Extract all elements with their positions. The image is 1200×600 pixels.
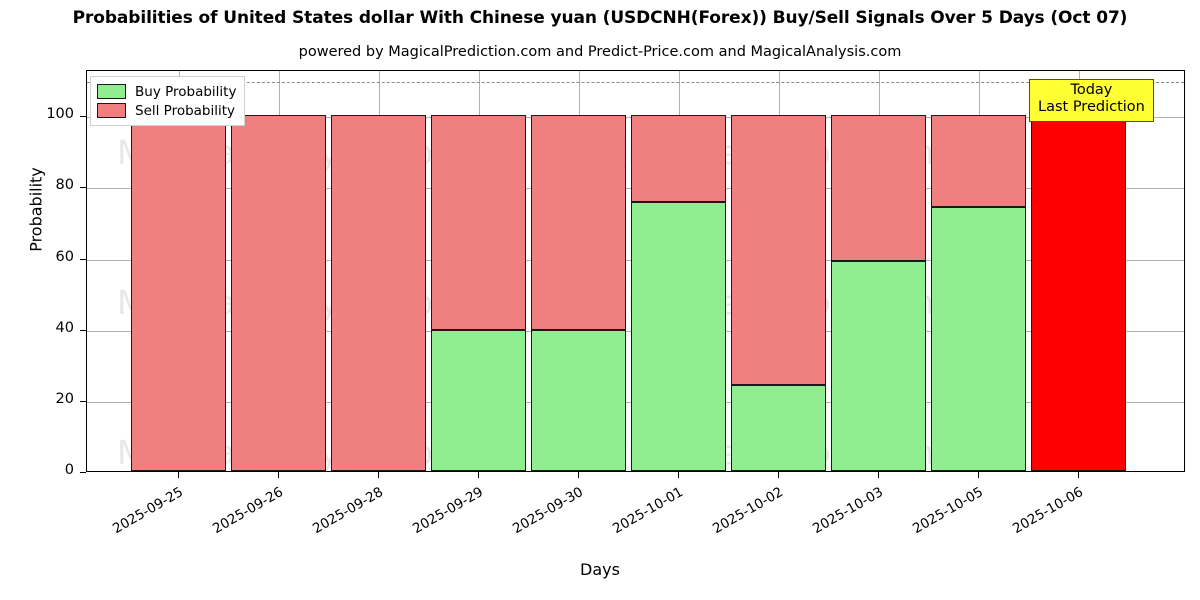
- bar-2025-10-03[interactable]: [831, 71, 926, 471]
- bar-segment-sell[interactable]: [931, 115, 1026, 208]
- bar-segment-buy[interactable]: [431, 330, 526, 471]
- x-tick-label-2025-10-05: 2025-10-05: [909, 484, 986, 538]
- bar-segment-today[interactable]: [1031, 115, 1126, 471]
- x-tick-mark-2025-09-30: [577, 472, 579, 478]
- chart-subtitle: powered by MagicalPrediction.com and Pre…: [298, 44, 902, 60]
- bar-2025-09-28[interactable]: [331, 71, 426, 471]
- y-tick-mark-20: [80, 400, 86, 402]
- y-tick-label-60: 60: [55, 248, 74, 265]
- x-tick-label-2025-10-01: 2025-10-01: [609, 484, 686, 538]
- bar-2025-10-05[interactable]: [931, 71, 1026, 471]
- bar-segment-buy[interactable]: [631, 202, 726, 471]
- x-tick-mark-2025-09-26: [277, 472, 279, 478]
- today-annotation-line1: Today: [1070, 82, 1113, 98]
- bar-segment-sell[interactable]: [831, 115, 926, 262]
- bar-segment-sell[interactable]: [431, 115, 526, 331]
- bar-2025-10-06[interactable]: [1031, 71, 1126, 471]
- legend-label-sell: Sell Probability: [135, 102, 236, 119]
- bar-segment-sell[interactable]: [331, 115, 426, 471]
- legend-swatch-buy-icon: [97, 84, 126, 99]
- bar-segment-buy[interactable]: [531, 330, 626, 471]
- x-axis-label: Days: [580, 560, 620, 579]
- plot-area: MagicalAnalysis.comMagicalPrediction.com…: [86, 70, 1185, 472]
- y-tick-mark-100: [80, 116, 86, 118]
- bar-segment-buy[interactable]: [731, 384, 826, 471]
- legend-swatch-sell-icon: [97, 103, 126, 118]
- hline-110: [87, 81, 1184, 83]
- bar-2025-09-26[interactable]: [231, 71, 326, 471]
- x-tick-mark-2025-10-06: [1077, 472, 1079, 478]
- x-tick-label-2025-10-03: 2025-10-03: [809, 484, 886, 538]
- bar-segment-buy[interactable]: [831, 261, 926, 471]
- x-tick-mark-2025-10-03: [877, 472, 879, 478]
- bar-2025-09-29[interactable]: [431, 71, 526, 471]
- x-tick-mark-2025-09-28: [377, 472, 379, 478]
- x-tick-label-2025-09-25: 2025-09-25: [109, 484, 186, 538]
- bar-segment-buy[interactable]: [931, 207, 1026, 471]
- legend-label-buy: Buy Probability: [135, 83, 237, 100]
- x-tick-label-2025-10-06: 2025-10-06: [1009, 484, 1086, 538]
- y-tick-mark-80: [80, 187, 86, 189]
- x-tick-label-2025-10-02: 2025-10-02: [709, 484, 786, 538]
- x-tick-mark-2025-10-05: [977, 472, 979, 478]
- bar-2025-09-25[interactable]: [131, 71, 226, 471]
- bar-segment-sell[interactable]: [131, 115, 226, 471]
- chart-title: Probabilities of United States dollar Wi…: [72, 8, 1128, 28]
- y-tick-mark-0: [80, 472, 86, 473]
- bar-segment-sell[interactable]: [631, 115, 726, 203]
- today-annotation-line2: Last Prediction: [1038, 99, 1145, 116]
- x-tick-mark-2025-09-29: [477, 472, 479, 478]
- bar-2025-10-01[interactable]: [631, 71, 726, 471]
- y-tick-mark-60: [80, 258, 86, 260]
- y-axis-label: Probability: [26, 167, 46, 252]
- bar-segment-sell[interactable]: [531, 115, 626, 331]
- y-tick-label-80: 80: [55, 177, 74, 194]
- legend-item-buy: Buy Probability: [97, 82, 236, 101]
- y-tick-label-100: 100: [46, 106, 74, 123]
- y-tick-label-20: 20: [55, 390, 74, 407]
- x-tick-label-2025-09-28: 2025-09-28: [309, 484, 386, 538]
- y-tick-label-0: 0: [64, 462, 74, 478]
- x-tick-label-2025-09-30: 2025-09-30: [509, 484, 586, 538]
- chart-legend: Buy Probability Sell Probability: [90, 76, 246, 126]
- y-tick-mark-40: [80, 329, 86, 331]
- today-annotation: Today Last Prediction: [1029, 79, 1154, 122]
- x-tick-mark-2025-10-02: [777, 472, 779, 478]
- bar-segment-sell[interactable]: [231, 115, 326, 471]
- legend-item-sell: Sell Probability: [97, 101, 236, 120]
- x-tick-label-2025-09-29: 2025-09-29: [409, 484, 486, 538]
- bar-2025-10-02[interactable]: [731, 71, 826, 471]
- bar-2025-09-30[interactable]: [531, 71, 626, 471]
- bar-segment-sell[interactable]: [731, 115, 826, 385]
- y-tick-label-40: 40: [55, 319, 74, 336]
- x-tick-mark-2025-10-01: [677, 472, 679, 478]
- x-tick-label-2025-09-26: 2025-09-26: [209, 484, 286, 538]
- x-tick-mark-2025-09-25: [177, 472, 179, 478]
